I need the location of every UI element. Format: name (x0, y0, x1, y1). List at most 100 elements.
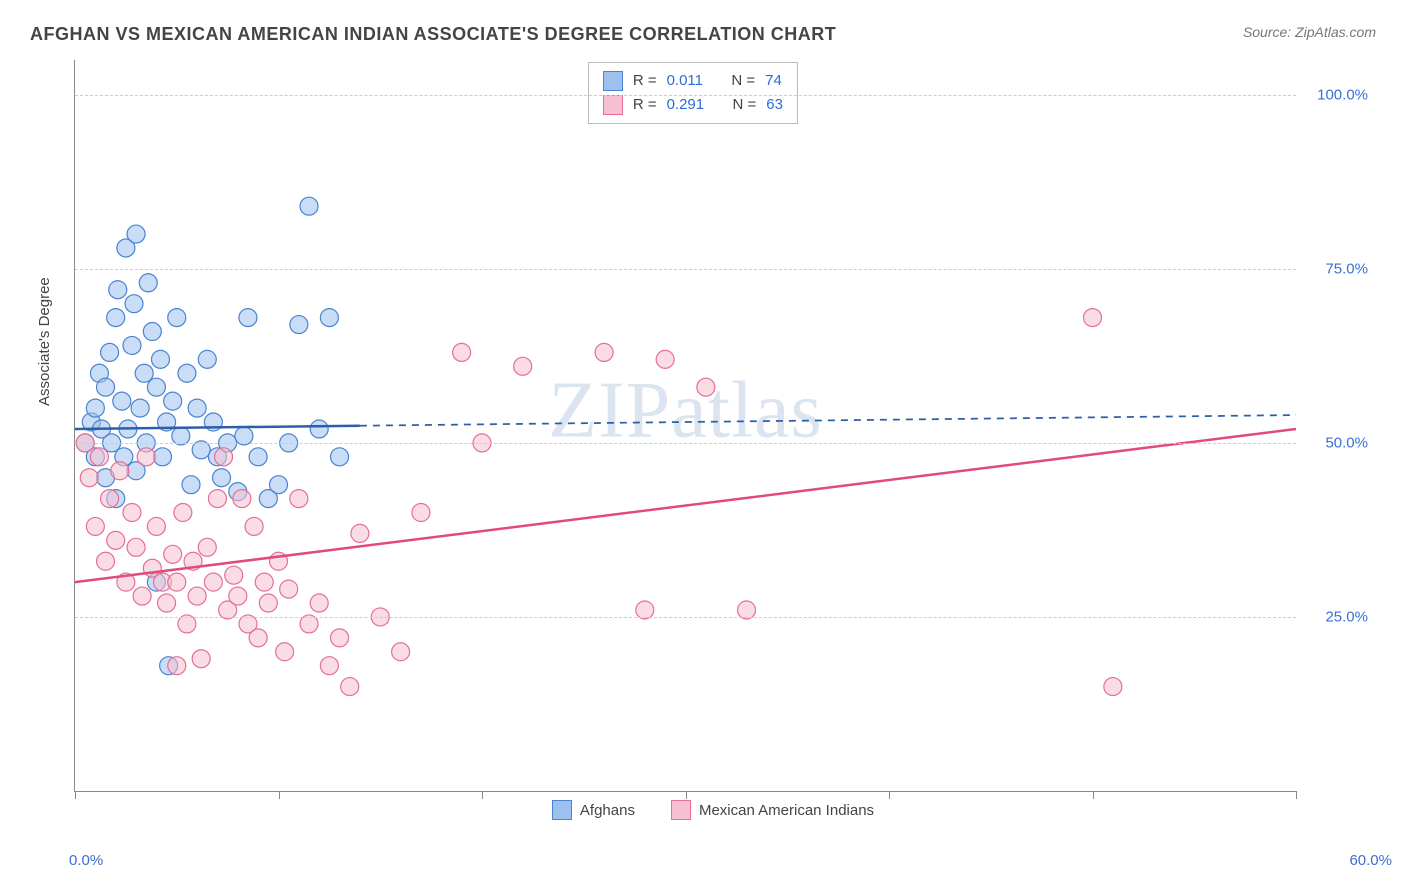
chart-title: AFGHAN VS MEXICAN AMERICAN INDIAN ASSOCI… (30, 24, 836, 45)
data-point (351, 524, 369, 542)
stats-row: R = 0.011 N = 74 (603, 69, 783, 93)
trend-line-extrapolated (360, 415, 1296, 426)
data-point (168, 657, 186, 675)
bottom-legend: Afghans Mexican American Indians (50, 800, 1376, 824)
data-point (154, 448, 172, 466)
data-point (198, 350, 216, 368)
gridline (75, 617, 1296, 618)
data-point (109, 281, 127, 299)
n-label: N = (732, 93, 756, 117)
x-axis-min-label: 0.0% (69, 852, 103, 869)
data-point (198, 538, 216, 556)
legend-item: Mexican American Indians (671, 800, 874, 820)
n-label: N = (731, 69, 755, 93)
data-point (215, 448, 233, 466)
data-point (392, 643, 410, 661)
data-point (192, 650, 210, 668)
data-point (331, 448, 349, 466)
legend-label: Mexican American Indians (699, 802, 874, 819)
data-point (113, 392, 131, 410)
data-point (310, 594, 328, 612)
r-label: R = (633, 69, 657, 93)
data-point (259, 594, 277, 612)
x-tick (75, 791, 76, 799)
data-point (412, 504, 430, 522)
gridline (75, 443, 1296, 444)
data-point (225, 566, 243, 584)
data-point (1104, 678, 1122, 696)
data-point (101, 343, 119, 361)
legend-label: Afghans (580, 802, 635, 819)
y-axis-title: Associate's Degree (36, 277, 53, 406)
chart-container: Associate's Degree ZIPatlas R = 0.011 N … (50, 60, 1376, 832)
data-point (127, 225, 145, 243)
data-point (229, 587, 247, 605)
x-tick (1093, 791, 1094, 799)
data-point (255, 573, 273, 591)
data-point (135, 364, 153, 382)
x-tick (889, 791, 890, 799)
y-tick-label: 25.0% (1325, 608, 1368, 625)
legend-item: Afghans (552, 800, 635, 820)
data-point (97, 552, 115, 570)
data-point (280, 580, 298, 598)
data-point (182, 476, 200, 494)
data-point (97, 378, 115, 396)
data-point (310, 420, 328, 438)
r-value[interactable]: 0.011 (667, 69, 703, 93)
data-point (111, 462, 129, 480)
data-point (133, 587, 151, 605)
data-point (174, 504, 192, 522)
data-point (320, 657, 338, 675)
y-tick-label: 75.0% (1325, 260, 1368, 277)
data-point (168, 573, 186, 591)
data-point (178, 364, 196, 382)
data-point (107, 531, 125, 549)
data-point (168, 309, 186, 327)
x-tick (1296, 791, 1297, 799)
data-point (239, 309, 257, 327)
data-point (147, 517, 165, 535)
data-point (127, 538, 145, 556)
scatter-svg (75, 60, 1296, 791)
x-tick (279, 791, 280, 799)
n-value[interactable]: 63 (766, 93, 783, 117)
data-point (331, 629, 349, 647)
legend-swatch (552, 800, 572, 820)
data-point (290, 316, 308, 334)
data-point (300, 197, 318, 215)
data-point (137, 448, 155, 466)
data-point (158, 594, 176, 612)
data-point (249, 448, 267, 466)
data-point (139, 274, 157, 292)
data-point (514, 357, 532, 375)
data-point (245, 517, 263, 535)
n-value[interactable]: 74 (765, 69, 782, 93)
gridline (75, 269, 1296, 270)
data-point (151, 350, 169, 368)
data-point (270, 476, 288, 494)
data-point (143, 323, 161, 341)
data-point (233, 490, 251, 508)
legend-swatch (603, 95, 623, 115)
r-label: R = (633, 93, 657, 117)
data-point (90, 448, 108, 466)
data-point (213, 469, 231, 487)
data-point (453, 343, 471, 361)
r-value[interactable]: 0.291 (667, 93, 705, 117)
data-point (86, 517, 104, 535)
x-tick (482, 791, 483, 799)
data-point (276, 643, 294, 661)
data-point (188, 587, 206, 605)
data-point (164, 392, 182, 410)
y-tick-label: 50.0% (1325, 434, 1368, 451)
data-point (164, 545, 182, 563)
x-axis-max-label: 60.0% (1349, 852, 1392, 869)
data-point (697, 378, 715, 396)
data-point (1084, 309, 1102, 327)
data-point (656, 350, 674, 368)
plot-area: ZIPatlas R = 0.011 N = 74R = 0.291 N = 6… (74, 60, 1296, 792)
stats-legend: R = 0.011 N = 74R = 0.291 N = 63 (588, 62, 798, 124)
data-point (320, 309, 338, 327)
stats-row: R = 0.291 N = 63 (603, 93, 783, 117)
